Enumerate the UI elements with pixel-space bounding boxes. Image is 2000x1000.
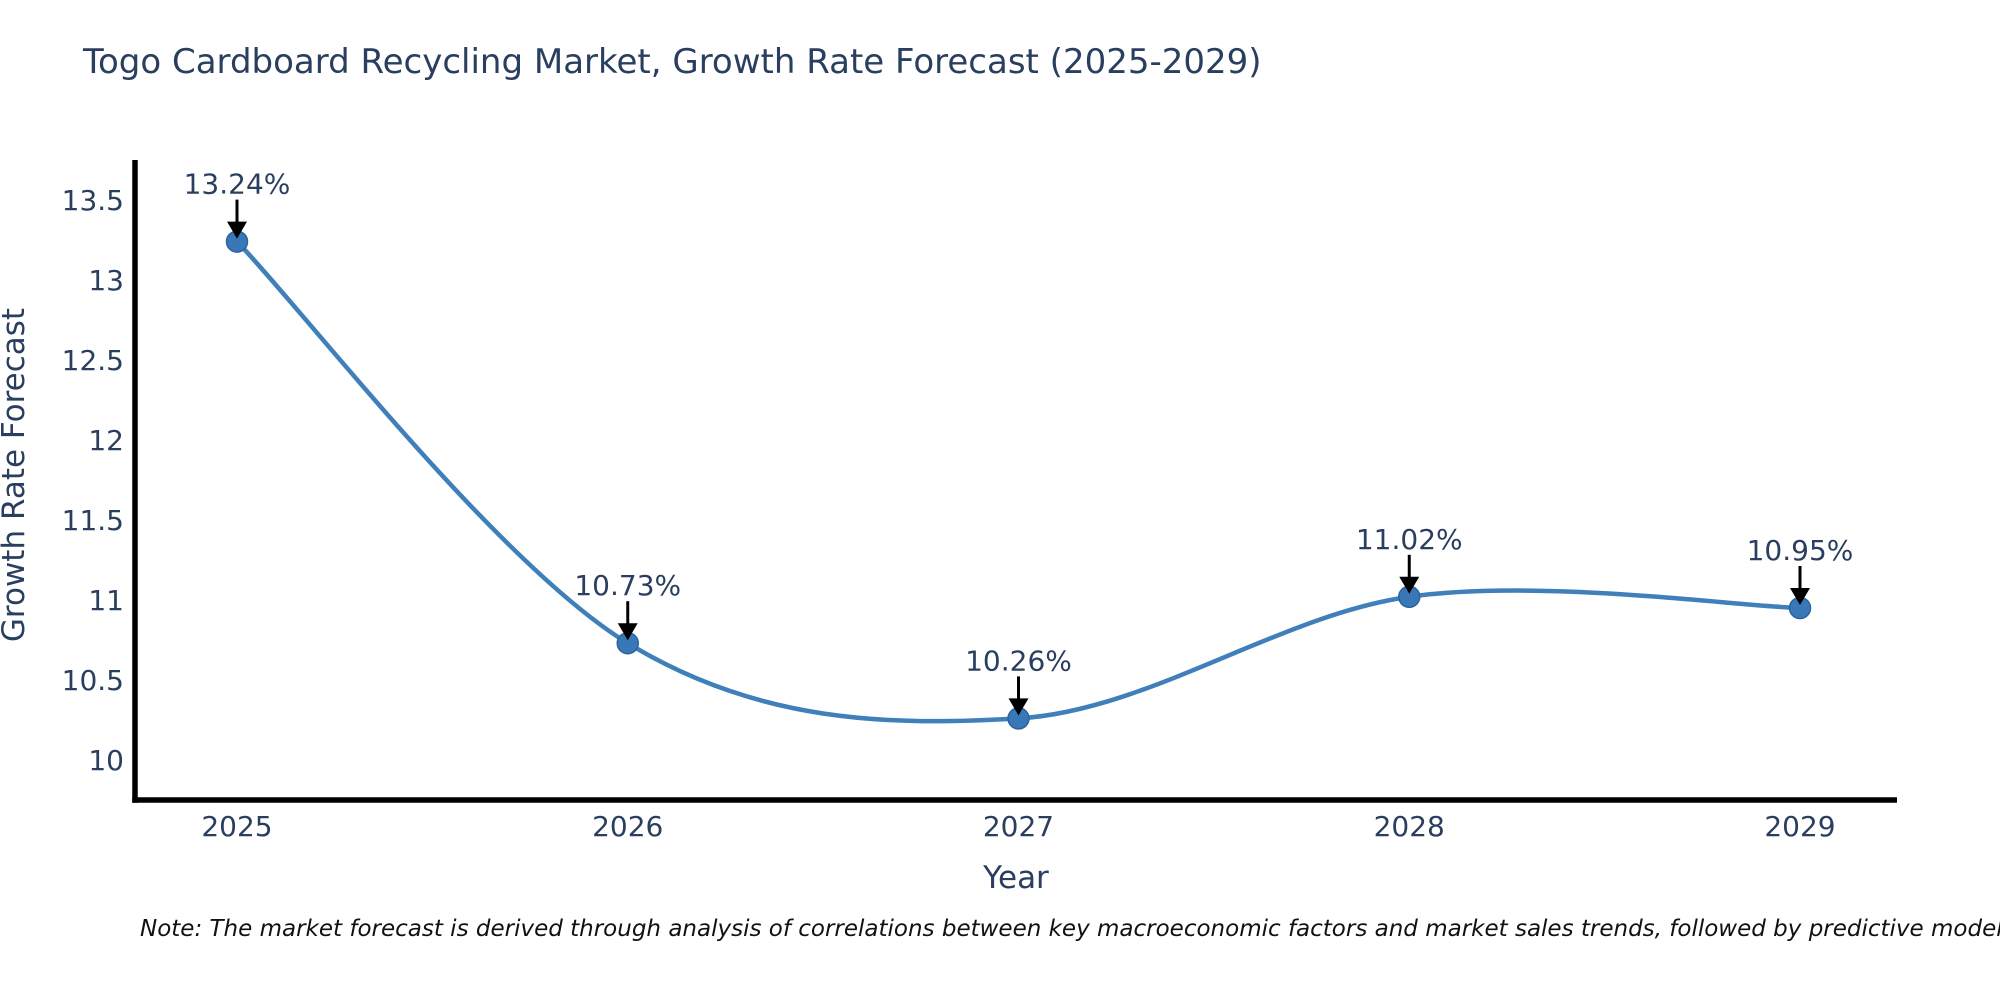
y-tick-label: 10.5 [62,664,124,697]
x-tick-label: 2026 [592,810,663,843]
y-tick-label: 13.5 [62,184,124,217]
y-tick-label: 11 [88,584,124,617]
y-tick-label: 13 [88,264,124,297]
y-tick-label: 12.5 [62,344,124,377]
trend-line [234,239,1803,724]
y-axis-title: Growth Rate Forecast [0,308,32,642]
x-tick-label: 2028 [1374,810,1445,843]
x-tick-label: 2027 [983,810,1054,843]
y-tick-label: 10 [88,744,124,777]
x-axis-title: Year [982,860,1049,896]
point-label: 13.24% [184,168,291,201]
x-tick-label: 2029 [1764,810,1835,843]
y-tick-label: 11.5 [62,504,124,537]
chart-title: Togo Cardboard Recycling Market, Growth … [83,42,1262,82]
point-label: 10.73% [574,569,681,602]
y-tick-label: 12 [88,424,124,457]
annotation-arrowhead [617,623,638,641]
footnote: Note: The market forecast is derived thr… [140,916,2000,942]
point-label: 10.26% [965,644,1072,677]
annotation-arrowhead [227,221,247,239]
x-tick-label: 2025 [201,810,272,843]
point-label: 10.95% [1747,534,1854,567]
annotation-arrowhead [1008,698,1029,716]
annotation-arrowhead [1790,588,1810,605]
point-label: 11.02% [1356,523,1463,556]
annotation-arrowhead [1399,576,1420,594]
